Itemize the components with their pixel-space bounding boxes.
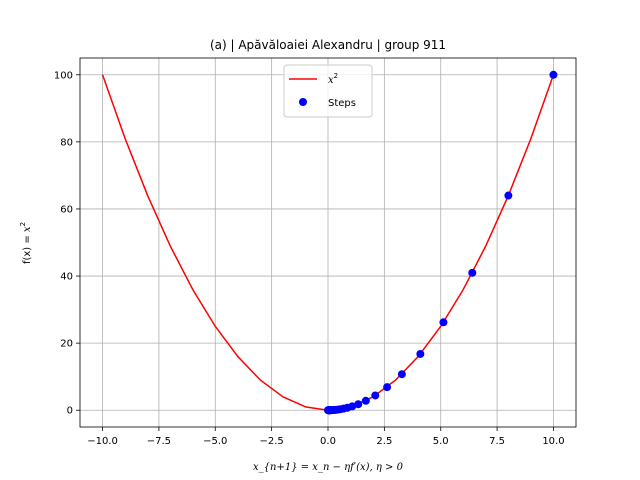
scatter-point-step [383, 383, 392, 392]
x-tick-label: −7.5 [147, 436, 171, 447]
scatter-point-step [549, 70, 558, 79]
x-tick-label: 5.0 [433, 436, 449, 447]
legend-scatter-label: Steps [328, 98, 356, 109]
ticks: −10.0 −7.5 −5.0 −2.5 0.0 2.5 5.0 7.5 10.0 0 20 40 60… [54, 70, 565, 447]
x-tick-label: −10.0 [87, 436, 118, 447]
x-tick-label: 2.5 [376, 436, 392, 447]
x-tick-label: 10.0 [542, 436, 564, 447]
y-tick-label: 60 [60, 204, 73, 215]
x-tick-label: 7.5 [489, 436, 505, 447]
scatter-point-step [361, 396, 370, 405]
legend-line-label: x2 [328, 72, 338, 86]
legend-box [283, 64, 373, 118]
scatter-point-step [354, 400, 363, 409]
x-tick-label: −5.0 [203, 436, 227, 447]
scatter-point-step [504, 191, 513, 200]
x-tick-label: −2.5 [259, 436, 283, 447]
scatter-point-step [439, 318, 448, 327]
scatter-point-step [468, 268, 477, 277]
legend-scatter-swatch [299, 98, 307, 106]
scatter-point-step [371, 391, 380, 400]
legend-line-label-base: x [328, 75, 334, 86]
y-axis-label-sup: 2 [19, 222, 27, 226]
y-axis-label-base: x [22, 226, 33, 232]
y-tick-label: 40 [60, 272, 73, 283]
y-tick-label: 80 [60, 137, 73, 148]
x-tick-label: 0.0 [320, 436, 336, 447]
y-axis-label: f(x) = x2 [19, 222, 33, 264]
chart-title: (a) | Apăvăloaiei Alexandru | group 911 [210, 38, 446, 52]
legend: x2 Steps [283, 64, 373, 118]
x-axis-label: x_{n+1} = x_n − ηf′(x), η > 0 [253, 462, 404, 473]
y-axis-label-prefix: f(x) = [22, 232, 33, 264]
y-tick-label: 20 [60, 339, 73, 350]
x-axis-label-text: x_{n+1} = x_n − ηf′(x), η > 0 [253, 462, 404, 473]
scatter-point-step [324, 406, 332, 415]
y-tick-label: 0 [67, 406, 73, 417]
scatter-point-step [397, 370, 406, 379]
y-tick-label: 100 [54, 70, 73, 81]
scatter-point-step [416, 349, 425, 358]
plot-area [101, 70, 558, 415]
legend-line-label-sup: 2 [334, 72, 338, 80]
